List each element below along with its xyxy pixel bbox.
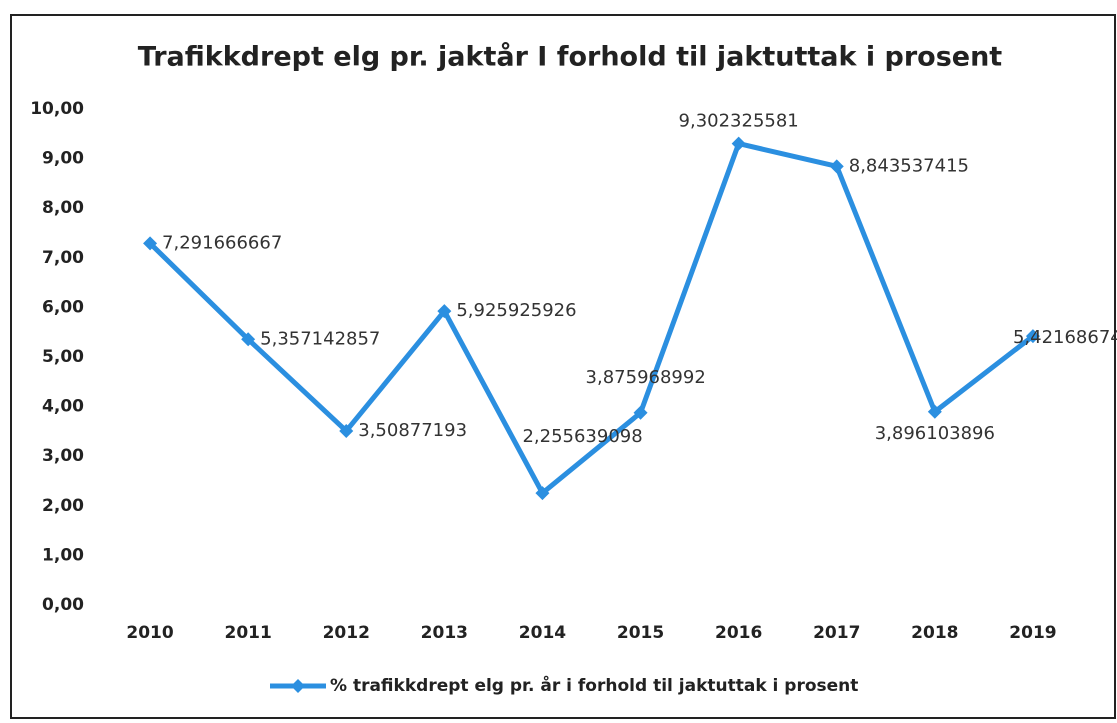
marker (339, 423, 354, 438)
y-tick-label: 1,00 (42, 545, 84, 565)
data-label: 3,875968992 (586, 367, 706, 388)
x-tick-label: 2011 (224, 623, 271, 643)
marker (633, 405, 648, 420)
series-line (148, 141, 1035, 496)
x-tick-label: 2019 (1009, 623, 1056, 643)
data-label: 5,421686747 (1013, 327, 1117, 348)
y-tick-label: 7,00 (42, 248, 84, 268)
y-tick-label: 4,00 (42, 397, 84, 417)
data-label: 8,843537415 (849, 155, 969, 176)
y-tick-label: 5,00 (42, 347, 84, 367)
x-tick-label: 2010 (126, 623, 173, 643)
data-label: 3,50877193 (358, 420, 467, 441)
data-label: 7,291666667 (162, 232, 282, 253)
x-tick-label: 2017 (813, 623, 860, 643)
x-tick-label: 2015 (617, 623, 664, 643)
x-tick-label: 2012 (323, 623, 370, 643)
y-tick-label: 6,00 (42, 297, 84, 317)
x-tick-label: 2014 (519, 623, 566, 643)
data-label: 5,357142857 (260, 328, 380, 349)
data-label: 3,896103896 (875, 423, 995, 444)
data-label: 5,925925926 (456, 300, 576, 321)
x-tick-label: 2018 (911, 623, 958, 643)
y-tick-label: 10,00 (30, 99, 84, 119)
marker (829, 159, 844, 174)
data-label: 2,255639098 (522, 426, 642, 447)
marker (535, 486, 550, 501)
legend-label: % trafikkdrept elg pr. år i forhold til … (330, 674, 858, 696)
chart-frame (10, 14, 1116, 719)
y-tick-label: 2,00 (42, 496, 84, 516)
marker (241, 332, 256, 347)
x-tick-label: 2016 (715, 623, 762, 643)
y-tick-label: 8,00 (42, 198, 84, 218)
marker (437, 304, 452, 319)
legend-marker (291, 679, 305, 693)
x-tick-label: 2013 (421, 623, 468, 643)
marker (143, 236, 158, 251)
y-tick-label: 9,00 (42, 149, 84, 169)
y-tick-label: 0,00 (42, 595, 84, 615)
marker (1025, 329, 1040, 344)
chart-title: Trafikkdrept elg pr. jaktår I forhold ti… (138, 41, 1003, 73)
marker (731, 136, 746, 151)
data-label: 9,302325581 (679, 111, 799, 132)
y-tick-label: 3,00 (42, 446, 84, 466)
marker (927, 404, 942, 419)
